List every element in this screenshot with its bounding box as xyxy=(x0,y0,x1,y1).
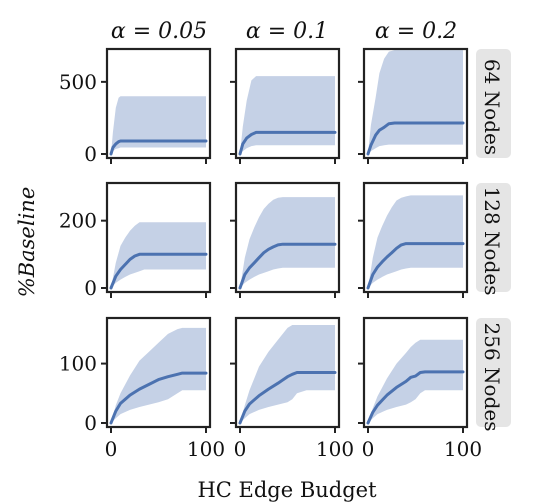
panel-r2-c0: 0 100 0 100 xyxy=(59,316,225,461)
x-tick-label: 0 xyxy=(105,437,118,461)
x-tick-label: 100 xyxy=(187,437,225,461)
panel-frame xyxy=(362,181,469,294)
panel-frame xyxy=(105,316,212,429)
x-tick-label: 100 xyxy=(316,437,354,461)
panels: 0 500 0 200 0 100 0 100 0 100 0 100 xyxy=(59,47,482,461)
panel-r0-c0: 0 500 xyxy=(59,47,212,166)
y-tick-label: 500 xyxy=(59,70,97,94)
panel-r1-c1 xyxy=(230,181,341,298)
row-strip-1 xyxy=(476,183,511,292)
mean-line xyxy=(366,242,465,290)
y-tick-label: 100 xyxy=(59,352,97,376)
column-titles: α = 0.05 α = 0.1 α = 0.2 xyxy=(111,19,457,44)
mean-line xyxy=(109,139,208,156)
mean-line xyxy=(366,370,465,425)
row-title-64-nodes: 64 Nodes xyxy=(480,59,504,155)
y-tick-label: 0 xyxy=(84,276,97,300)
row-strip-0 xyxy=(476,49,511,158)
ci-band xyxy=(368,195,463,288)
panel-r1-c0: 0 200 xyxy=(59,181,212,300)
ci-band xyxy=(368,339,463,423)
mean-line xyxy=(238,371,337,425)
panel-frame xyxy=(105,181,212,294)
col-title-alpha-0.2: α = 0.2 xyxy=(375,19,457,44)
x-tick-label: 0 xyxy=(362,437,375,461)
panel-frame xyxy=(234,181,341,294)
row-title-128-nodes: 128 Nodes xyxy=(480,187,504,296)
y-tick-label: 0 xyxy=(84,142,97,166)
ci-band xyxy=(111,96,206,154)
y-axis-label: %Baseline xyxy=(15,187,39,298)
panel-frame xyxy=(234,316,341,429)
mean-line xyxy=(366,121,465,156)
mean-line xyxy=(109,371,208,425)
x-axis-label: HC Edge Budget xyxy=(197,478,377,502)
ci-band xyxy=(240,325,335,423)
panel-r0-c1 xyxy=(230,47,341,164)
ci-band xyxy=(240,76,335,154)
col-title-alpha-0.05: α = 0.05 xyxy=(111,19,207,44)
panel-frame xyxy=(362,47,469,160)
x-tick-label: 0 xyxy=(234,437,247,461)
panel-frame xyxy=(362,316,469,429)
panel-frame xyxy=(105,47,212,160)
ci-band xyxy=(240,197,335,288)
ci-band xyxy=(111,327,206,423)
panel-r0-c2 xyxy=(358,47,469,164)
panel-r2-c1: 0 100 xyxy=(230,316,354,461)
panel-frame xyxy=(234,47,341,160)
panel-r1-c2 xyxy=(358,181,469,298)
mean-line xyxy=(109,252,208,290)
ci-band xyxy=(368,50,463,154)
row-titles: 64 Nodes 128 Nodes 256 Nodes xyxy=(480,59,504,432)
mean-line xyxy=(238,130,337,156)
row-strip-2 xyxy=(476,318,511,427)
y-tick-label: 200 xyxy=(59,209,97,233)
row-title-256-nodes: 256 Nodes xyxy=(480,323,504,432)
y-tick-label: 0 xyxy=(84,411,97,435)
mean-line xyxy=(238,242,337,290)
panel-r2-c2: 0 100 xyxy=(358,316,482,461)
row-strips xyxy=(476,49,511,427)
col-title-alpha-0.1: α = 0.1 xyxy=(246,19,328,44)
x-tick-label: 100 xyxy=(444,437,482,461)
